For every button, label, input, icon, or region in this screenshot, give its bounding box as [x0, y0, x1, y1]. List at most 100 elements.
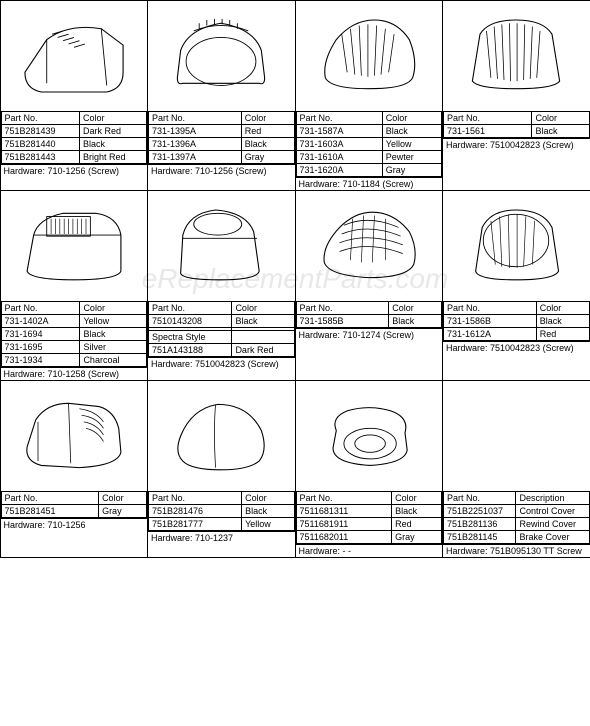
part-color: Black [532, 124, 589, 137]
part-illustration [443, 381, 590, 491]
header-partno: Part No. [444, 301, 537, 314]
part-color: Gray [382, 163, 441, 176]
part-cell: Part No.Color731-1395ARed731-1396ABlack7… [147, 0, 296, 191]
part-number: 7511681311 [296, 504, 392, 517]
part-number: 731-1586B [444, 314, 537, 327]
hardware-line: Hardware: 710-1256 [1, 518, 148, 531]
hardware-line: Hardware: 710-1256 (Screw) [1, 164, 148, 177]
header-col2: Color [536, 301, 589, 314]
part-table: Part No.Color751B281439Dark Red751B28144… [1, 111, 148, 164]
part-number: 751B281145 [444, 530, 516, 543]
header-col2: Color [242, 491, 294, 504]
part-cell: Part No.Color731-1402AYellow731-1694Blac… [0, 190, 148, 381]
part-number: 731-1610A [296, 150, 382, 163]
header-col2: Color [80, 111, 147, 124]
hardware-line: Hardware: 7510042823 (Screw) [148, 357, 295, 370]
part-table: Part No.Description751B2251037Control Co… [443, 491, 590, 544]
part-cell: Part No.Color751B281476Black751B281777Ye… [147, 380, 296, 558]
header-col2: Color [241, 111, 294, 124]
header-partno: Part No. [1, 491, 99, 504]
header-col2: Color [80, 301, 147, 314]
hardware-line: Hardware: 751B095130 TT Screw [443, 544, 590, 557]
hardware-line: Hardware: 7510042823 (Screw) [443, 138, 590, 151]
part-cell: Part No.Color731-1561BlackHardware: 7510… [442, 0, 590, 191]
header-partno: Part No. [149, 491, 242, 504]
hardware-line: Hardware: 710-1237 [148, 531, 295, 544]
part-color: Red [241, 124, 294, 137]
part-color: Black [241, 137, 294, 150]
part-color: Yellow [80, 314, 147, 327]
part-illustration [148, 1, 295, 111]
part-illustration [148, 381, 295, 491]
part-color: Control Cover [516, 504, 589, 517]
part-color: Black [80, 137, 147, 150]
part-color [232, 330, 294, 343]
header-partno: Part No. [296, 491, 392, 504]
header-partno: Part No. [444, 491, 516, 504]
part-table: Part No.Color731-1561Black [443, 111, 590, 138]
header-partno: Part No. [296, 301, 389, 314]
part-color: Rewind Cover [516, 517, 589, 530]
part-number: 731-1397A [149, 150, 242, 163]
part-cell: Part No.Color751B281439Dark Red751B28144… [0, 0, 148, 191]
parts-grid: Part No.Color751B281439Dark Red751B28144… [0, 0, 590, 557]
header-partno: Part No. [296, 111, 382, 124]
part-color: Black [232, 314, 294, 327]
header-partno: Part No. [1, 301, 80, 314]
hardware-line: Hardware: 710-1258 (Screw) [1, 367, 148, 380]
header-col2: Description [516, 491, 589, 504]
part-number: 751B281443 [1, 150, 80, 163]
part-number: 751B281136 [444, 517, 516, 530]
part-color: Black [536, 314, 589, 327]
part-illustration [148, 191, 295, 301]
part-illustration [1, 381, 148, 491]
part-color: Brake Cover [516, 530, 589, 543]
header-col2: Color [392, 491, 442, 504]
part-color: Yellow [382, 137, 441, 150]
part-table: Part No.Color731-1402AYellow731-1694Blac… [1, 301, 148, 367]
header-partno: Part No. [1, 111, 80, 124]
part-color: Gray [241, 150, 294, 163]
part-number: 751B281476 [149, 504, 242, 517]
part-number: 731-1396A [149, 137, 242, 150]
header-col2: Color [532, 111, 589, 124]
part-color: Gray [99, 504, 147, 517]
part-cell: Part No.Color731-1585BBlackHardware: 710… [295, 190, 444, 381]
part-illustration [443, 191, 590, 301]
part-table: Part No.Color731-1585BBlack [296, 301, 443, 328]
hardware-line: Hardware: 710-1256 (Screw) [148, 164, 295, 177]
part-number: 751A143188 [149, 343, 232, 356]
part-cell: Part No.Color731-1586BBlack731-1612ARedH… [442, 190, 590, 381]
hardware-line: Hardware: 7510042823 (Screw) [443, 341, 590, 354]
part-cell: Part No.Color731-1587ABlack731-1603AYell… [295, 0, 444, 191]
part-number: 731-1695 [1, 340, 80, 353]
part-number: 731-1620A [296, 163, 382, 176]
part-number: 7511681911 [296, 517, 392, 530]
part-table: Part No.Color731-1586BBlack731-1612ARed [443, 301, 590, 341]
part-color: Red [392, 517, 442, 530]
part-table: Part No.Color751B281476Black751B281777Ye… [148, 491, 295, 531]
part-number: 731-1561 [444, 124, 532, 137]
part-cell: Part No.Color7510143208BlackSpectra Styl… [147, 190, 296, 381]
part-number: 751B281440 [1, 137, 80, 150]
part-number: 731-1612A [444, 327, 537, 340]
part-number: Spectra Style [149, 330, 232, 343]
part-color: Black [389, 314, 442, 327]
part-color: Silver [80, 340, 147, 353]
part-color: Charcoal [80, 353, 147, 366]
part-color: Black [392, 504, 442, 517]
hardware-line: Hardware: 710-1184 (Screw) [296, 177, 443, 190]
part-number: 731-1585B [296, 314, 389, 327]
part-number: 731-1402A [1, 314, 80, 327]
part-table: Part No.Color7511681311Black7511681911Re… [296, 491, 443, 544]
header-partno: Part No. [149, 111, 242, 124]
part-number: 751B2251037 [444, 504, 516, 517]
part-color: Pewter [382, 150, 441, 163]
header-partno: Part No. [444, 111, 532, 124]
header-col2: Color [382, 111, 441, 124]
part-number: 731-1694 [1, 327, 80, 340]
hardware-line: Hardware: - - [296, 544, 443, 557]
part-color: Black [382, 124, 441, 137]
part-cell: Part No.Description751B2251037Control Co… [442, 380, 590, 558]
hardware-line: Hardware: 710-1274 (Screw) [296, 328, 443, 341]
